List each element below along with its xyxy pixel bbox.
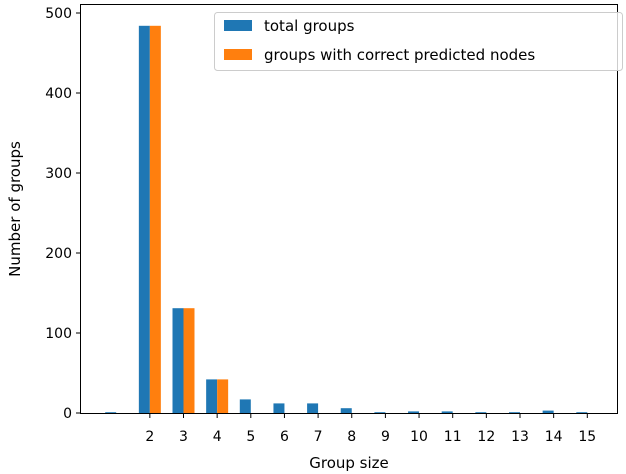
bar-s0-x2 xyxy=(138,25,150,414)
legend: total groups groups with correct predict… xyxy=(214,12,623,71)
bar-s1-x4 xyxy=(217,379,229,413)
y-axis: 0 100 200 300 400 500 xyxy=(45,6,81,422)
x-tick-label: 10 xyxy=(410,429,428,445)
legend-label-total-groups: total groups xyxy=(264,17,355,35)
x-tick-label: 9 xyxy=(381,429,390,445)
bar-s0-x8 xyxy=(340,408,352,413)
y-tick-label: 100 xyxy=(45,326,72,342)
x-tick-label: 4 xyxy=(213,429,222,445)
x-tick-label: 15 xyxy=(578,429,596,445)
plot-frame xyxy=(80,4,618,414)
legend-box xyxy=(214,12,623,71)
x-tick-label: 12 xyxy=(477,429,495,445)
bar-s0-x9 xyxy=(374,412,386,413)
x-axis-title: Group size xyxy=(309,454,389,472)
bar-s0-x13 xyxy=(509,412,520,413)
x-tick-label: 14 xyxy=(545,429,563,445)
bar-s1-x3 xyxy=(183,308,195,413)
x-tick-label: 8 xyxy=(347,429,356,445)
bar-s0-x15 xyxy=(576,412,588,413)
bar-s0-x6 xyxy=(273,403,285,413)
bar-s1-x2 xyxy=(149,25,161,414)
bar-s0-x11 xyxy=(441,411,453,413)
y-tick-label: 300 xyxy=(45,166,72,182)
y-tick-label: 400 xyxy=(45,86,72,102)
x-axis: 2 3 4 5 6 7 8 9 10 11 12 13 14 15 xyxy=(145,413,596,445)
x-tick-label: 13 xyxy=(511,429,529,445)
legend-swatch-correct-groups xyxy=(224,49,252,60)
legend-label-correct-groups: groups with correct predicted nodes xyxy=(264,46,535,64)
bar-s0-x14 xyxy=(542,410,554,413)
legend-swatch-total-groups xyxy=(224,20,252,31)
bar-s0-x1 xyxy=(105,412,117,413)
x-tick-label: 2 xyxy=(145,429,154,445)
bar-s0-x3 xyxy=(172,308,184,413)
x-tick-label: 6 xyxy=(280,429,289,445)
x-tick-label: 3 xyxy=(179,429,188,445)
x-tick-label: 5 xyxy=(246,429,255,445)
y-tick-label: 200 xyxy=(45,246,72,262)
y-tick-label: 500 xyxy=(45,6,72,22)
bar-s0-x7 xyxy=(307,403,319,413)
x-tick-label: 7 xyxy=(314,429,323,445)
bar-s0-x10 xyxy=(408,411,420,413)
bars-layer xyxy=(105,25,588,414)
x-tick-label: 11 xyxy=(444,429,462,445)
bar-s0-x4 xyxy=(206,379,218,413)
bar-s0-x5 xyxy=(239,399,251,413)
y-tick-label: 0 xyxy=(63,406,72,422)
bar-s0-x12 xyxy=(475,412,487,413)
y-axis-title: Number of groups xyxy=(6,141,24,277)
